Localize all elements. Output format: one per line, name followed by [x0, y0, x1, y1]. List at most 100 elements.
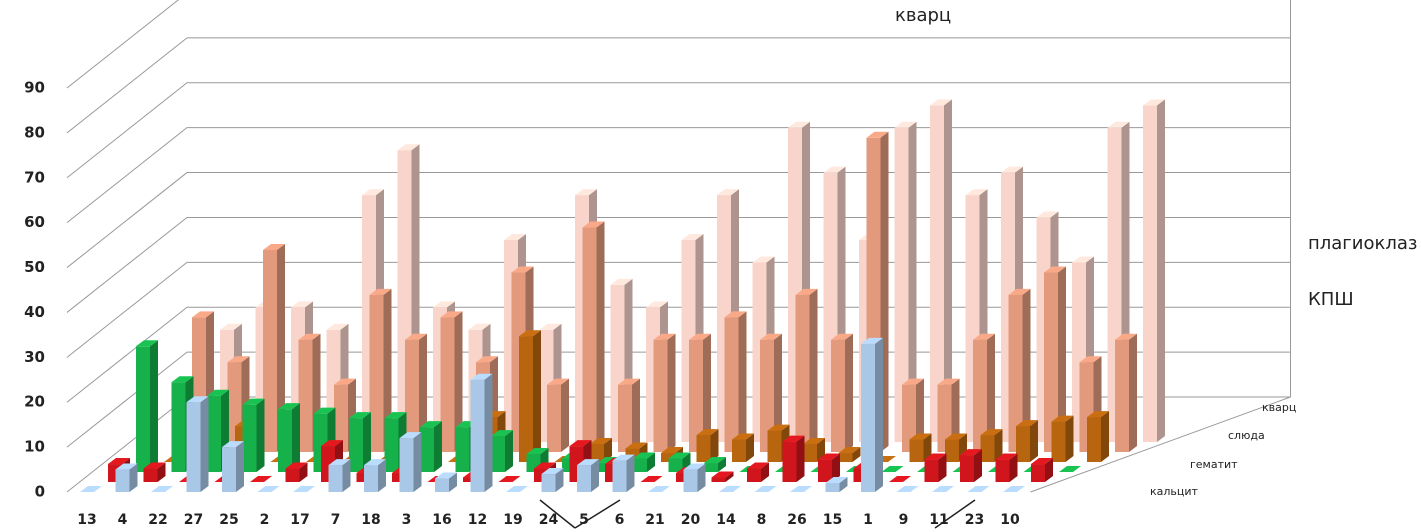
bar-front [1044, 272, 1058, 452]
bar-top [704, 457, 726, 464]
bar-top [328, 459, 351, 466]
bar-front [541, 474, 556, 492]
bar-front [171, 382, 186, 472]
bar-top [1001, 166, 1023, 173]
bar-front [711, 477, 726, 482]
bar [399, 432, 422, 492]
y-tick-label: 10 [24, 438, 45, 456]
x-tick-label: 22 [148, 512, 167, 528]
bar-top [1016, 420, 1038, 427]
bar [924, 453, 947, 482]
bar-front [242, 404, 257, 472]
bar-top [995, 453, 1018, 460]
bar-top [965, 189, 988, 196]
x-tick-label: 14 [716, 512, 736, 528]
bar-side [591, 459, 599, 492]
bar-top [575, 189, 597, 196]
bar [640, 476, 663, 482]
bar-top [257, 486, 280, 492]
bar-side [157, 462, 166, 482]
bar-top [767, 424, 790, 431]
bar-top [683, 463, 706, 470]
bar [582, 221, 605, 452]
bar-front [1115, 339, 1129, 452]
bar-front [937, 384, 952, 452]
bar-front [384, 418, 399, 472]
bar [136, 340, 158, 472]
bar-side [299, 462, 308, 482]
bar-front [803, 444, 817, 462]
bar-side [1045, 458, 1053, 482]
bar-side [796, 435, 805, 482]
bar-top [468, 323, 491, 330]
bar [519, 330, 541, 462]
bar-top [625, 442, 648, 449]
bar-front [364, 465, 378, 492]
bar-side [774, 333, 782, 452]
bar [285, 462, 308, 482]
x-tick-label: 19 [503, 512, 522, 528]
bar [612, 454, 635, 492]
x-tick-label: 2 [260, 512, 270, 528]
bar-top [689, 333, 711, 340]
bar-front [831, 339, 845, 452]
x-tick-label: 5 [579, 512, 589, 528]
bar-top [825, 477, 848, 484]
bar [1115, 333, 1137, 452]
bar [506, 486, 528, 492]
bar [704, 457, 726, 472]
bar [760, 333, 782, 452]
bar-front [349, 418, 363, 472]
grid-line [66, 172, 1291, 268]
bar-top [681, 234, 704, 240]
bar [278, 403, 300, 472]
bar-top [932, 486, 954, 492]
bar [143, 462, 166, 482]
y-tick-label: 30 [24, 348, 45, 366]
bar [618, 378, 640, 452]
bar-side [292, 403, 300, 472]
bar-front [143, 468, 158, 482]
bar-top [115, 463, 138, 470]
bar [1031, 458, 1053, 482]
bar-side [697, 463, 706, 492]
bar [242, 398, 265, 472]
y-tick-label: 70 [24, 168, 45, 186]
bar-top [227, 356, 250, 363]
bar-top [1008, 288, 1031, 295]
bar-side [845, 333, 853, 452]
bar [719, 486, 741, 492]
bar-top [788, 121, 810, 128]
bar-side [561, 378, 569, 452]
bar-front [724, 317, 739, 452]
bar-top [511, 266, 534, 273]
bar-top [547, 378, 569, 385]
x-tick-label: 1 [863, 512, 873, 528]
bar [420, 421, 442, 472]
depth-label: кварц [1262, 401, 1296, 414]
bar-top [719, 486, 741, 492]
bar-top [171, 376, 194, 383]
bar-top [242, 398, 265, 405]
bar-front [186, 402, 201, 492]
bar-top [349, 412, 371, 419]
bar-top [293, 486, 315, 492]
x-tick-label: 20 [681, 512, 701, 528]
bar [909, 433, 932, 462]
bar [795, 288, 818, 452]
bar-top [313, 407, 336, 414]
bar-side [718, 457, 726, 472]
grid-line [66, 127, 1291, 224]
bar [541, 468, 564, 492]
bar-front [930, 105, 944, 442]
bar-front [973, 339, 987, 452]
bar [1143, 99, 1165, 442]
bar-front [136, 346, 150, 472]
x-tick-label: 17 [290, 512, 309, 528]
bar [151, 486, 173, 492]
bar-top [1079, 356, 1102, 363]
bar-front [633, 458, 647, 472]
bar-top [362, 189, 384, 196]
depth-label: гематит [1190, 458, 1238, 471]
